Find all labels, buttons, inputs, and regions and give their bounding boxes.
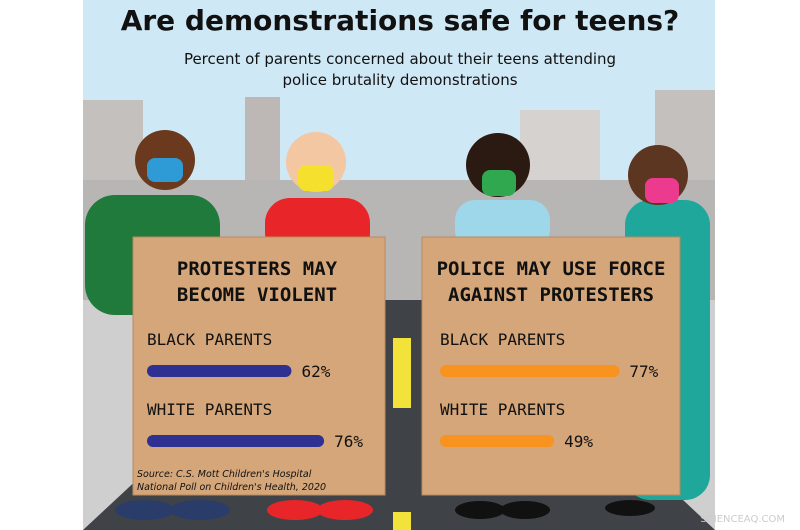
value-label: 62% [301, 362, 330, 381]
watermark: SCIENCEAQ.COM [700, 514, 785, 525]
road-line [393, 512, 411, 530]
shoe [170, 500, 230, 520]
bar [440, 365, 620, 377]
mask [147, 158, 183, 182]
shoe [115, 500, 175, 520]
category-label: WHITE PARENTS [440, 400, 565, 419]
shoe [455, 501, 505, 519]
chart-title: POLICE MAY USE FORCE [437, 258, 666, 280]
page-subtitle: Percent of parents concerned about their… [184, 50, 616, 68]
shoe [500, 501, 550, 519]
value-label: 49% [564, 432, 593, 451]
chart-title: BECOME VIOLENT [177, 284, 337, 306]
page-title: Are demonstrations safe for teens? [121, 4, 680, 37]
category-label: WHITE PARENTS [147, 400, 272, 419]
chart-title: PROTESTERS MAY [177, 258, 338, 280]
value-label: 76% [334, 432, 363, 451]
category-label: BLACK PARENTS [147, 330, 272, 349]
mask [645, 178, 679, 203]
shoe [317, 500, 373, 520]
source: Source: C.S. Mott Children's Hospital [137, 469, 312, 480]
shoe [267, 500, 323, 520]
mask [482, 170, 516, 196]
road-line [393, 338, 411, 408]
mask [298, 165, 334, 191]
page-subtitle: police brutality demonstrations [282, 71, 517, 89]
bar [147, 435, 325, 447]
bar [440, 435, 555, 447]
category-label: BLACK PARENTS [440, 330, 565, 349]
shoe [605, 500, 655, 516]
source: National Poll on Children's Health, 2020 [137, 482, 326, 493]
chart-title: AGAINST PROTESTERS [448, 284, 654, 306]
value-label: 77% [629, 362, 658, 381]
bar [147, 365, 292, 377]
